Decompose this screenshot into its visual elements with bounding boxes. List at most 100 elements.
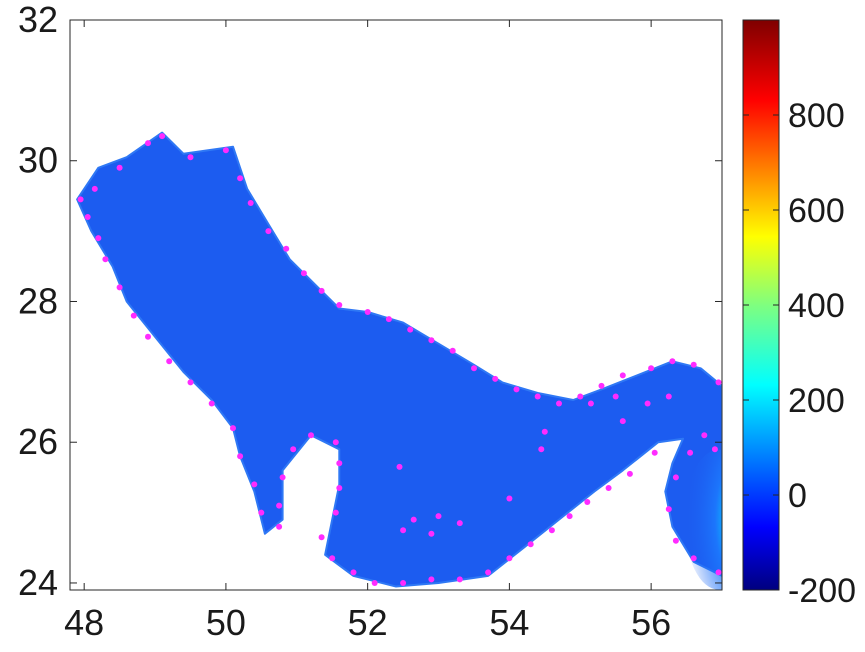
y-tick-label: 24 (18, 562, 58, 603)
station-marker-50 (400, 580, 407, 586)
station-marker-60 (290, 446, 297, 453)
station-marker-13 (336, 302, 343, 308)
colorbar-axis: -200 0 200 400 600 800 (743, 97, 856, 610)
station-marker-28 (669, 358, 676, 365)
station-marker-18 (449, 347, 456, 354)
station-marker-81 (410, 516, 417, 523)
station-marker-43 (566, 513, 573, 520)
station-marker-7 (237, 175, 244, 182)
station-marker-47 (485, 569, 492, 576)
station-marker-63 (276, 523, 283, 530)
station-marker-27 (648, 365, 655, 372)
station-marker-90 (612, 393, 619, 400)
station-marker-66 (237, 453, 244, 460)
station-marker-65 (251, 481, 258, 488)
station-marker-80 (435, 513, 442, 520)
station-marker-0 (77, 196, 84, 203)
station-marker-64 (258, 509, 265, 516)
station-marker-35 (665, 506, 672, 513)
colorbar-tick-label: -200 (788, 572, 856, 610)
station-marker-39 (651, 449, 658, 456)
station-marker-20 (492, 375, 499, 382)
station-marker-51 (371, 580, 378, 586)
colorbar-tick-label: 0 (788, 477, 807, 515)
station-marker-21 (513, 386, 520, 393)
colorbar-tick-label: 600 (788, 192, 845, 230)
station-marker-79 (506, 495, 513, 502)
station-marker-34 (672, 474, 679, 481)
x-tick-label: 50 (206, 602, 246, 643)
plot-frame (69, 19, 723, 591)
station-marker-19 (471, 365, 477, 372)
station-marker-9 (265, 228, 272, 235)
station-marker-26 (619, 372, 626, 379)
station-marker-82 (428, 530, 435, 537)
station-marker-36 (672, 537, 679, 544)
station-marker-31 (711, 446, 718, 453)
x-tick-label: 52 (348, 602, 388, 643)
colorbar-tick-label: 800 (788, 97, 845, 135)
station-marker-88 (665, 393, 672, 400)
station-marker-4 (159, 133, 166, 140)
station-marker-77 (396, 463, 403, 470)
y-tick-label: 32 (18, 0, 58, 40)
station-marker-11 (300, 270, 307, 277)
station-marker-67 (230, 425, 236, 432)
station-marker-78 (538, 446, 545, 453)
station-marker-33 (687, 449, 694, 456)
station-marker-62 (276, 502, 283, 509)
station-marker-56 (336, 485, 343, 491)
station-marker-24 (577, 393, 584, 400)
station-marker-8 (247, 200, 254, 206)
station-marker-70 (166, 358, 173, 365)
station-marker-85 (541, 428, 548, 435)
station-marker-15 (385, 316, 392, 323)
station-marker-52 (350, 569, 357, 576)
station-marker-6 (222, 147, 229, 154)
station-marker-48 (456, 576, 463, 583)
station-marker-46 (506, 555, 513, 562)
station-marker-74 (102, 256, 109, 263)
station-marker-10 (283, 245, 290, 252)
station-marker-54 (318, 534, 325, 541)
colorbar-tick-label: 400 (788, 287, 845, 325)
station-marker-17 (428, 337, 435, 344)
station-marker-30 (715, 379, 722, 386)
station-marker-71 (145, 333, 151, 340)
station-marker-55 (332, 509, 339, 516)
y-tick-label: 26 (18, 421, 58, 462)
field-hotspot (684, 449, 722, 590)
station-marker-59 (308, 432, 314, 439)
station-marker-84 (400, 527, 407, 534)
station-marker-83 (456, 520, 463, 527)
station-marker-76 (84, 214, 91, 220)
station-marker-32 (701, 432, 708, 439)
station-marker-12 (318, 287, 325, 294)
station-marker-5 (187, 154, 194, 161)
x-tick-label: 48 (64, 602, 104, 643)
station-marker-42 (584, 499, 591, 505)
station-marker-58 (332, 439, 339, 446)
plot-layer (76, 131, 722, 590)
station-marker-2 (116, 164, 123, 171)
station-marker-73 (116, 284, 123, 291)
station-marker-61 (279, 474, 286, 481)
station-marker-57 (336, 460, 343, 467)
station-marker-68 (208, 400, 215, 407)
x-tick-label: 54 (489, 602, 529, 643)
station-marker-44 (548, 527, 555, 534)
station-marker-45 (527, 541, 534, 548)
colorbar-tick-label: 200 (788, 382, 845, 420)
station-marker-53 (329, 555, 336, 562)
axis-layer: 48 50 52 54 56 24 26 28 30 32 (18, 0, 722, 643)
station-marker-16 (407, 326, 414, 333)
station-marker-86 (619, 418, 626, 425)
x-tick-label: 56 (631, 602, 671, 643)
y-tick-label: 28 (18, 280, 58, 321)
station-marker-25 (598, 382, 605, 389)
station-marker-38 (715, 569, 722, 576)
station-marker-87 (644, 400, 651, 407)
station-marker-40 (626, 470, 633, 477)
